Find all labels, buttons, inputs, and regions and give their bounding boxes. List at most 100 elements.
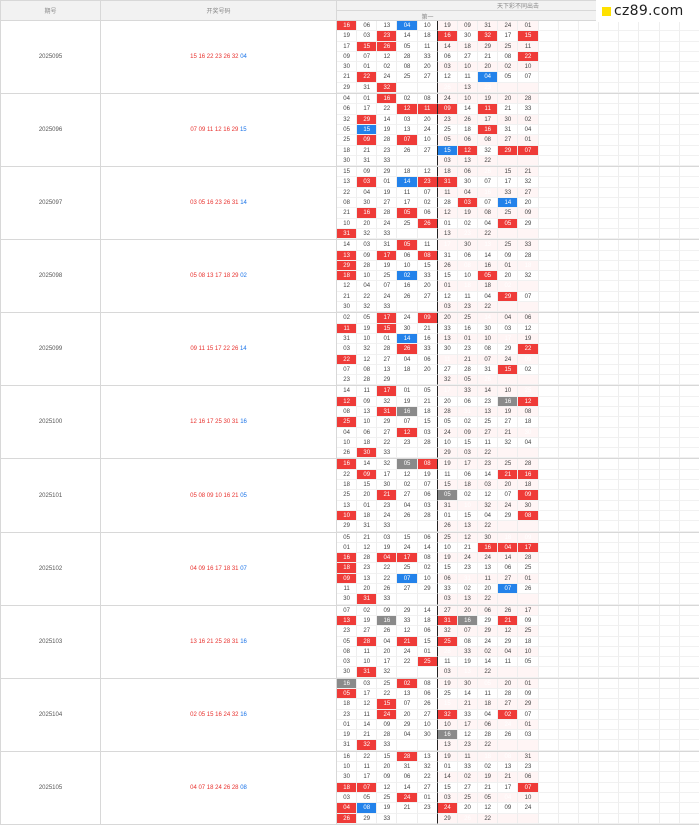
grid-number [619, 427, 640, 438]
grid-number: 09 [357, 396, 378, 407]
grid-number: 26 [377, 626, 398, 637]
grid-number: 19 [437, 678, 458, 689]
grid-number: 13 [437, 333, 458, 345]
grid-number [599, 62, 620, 73]
grid-number: 03 [437, 667, 458, 678]
grid-number: 22 [478, 813, 499, 824]
grid-number: 26 [518, 584, 539, 595]
grid-number [599, 772, 620, 783]
grid-number: 01 [457, 333, 479, 345]
grid-number: 14 [397, 177, 418, 188]
grid-number [679, 167, 699, 178]
grid-number [599, 437, 620, 449]
grid-number [659, 792, 680, 804]
grid-number [619, 626, 640, 637]
grid-number: 14 [498, 198, 519, 209]
grid-number: 12 [457, 532, 479, 543]
grid-number [538, 313, 559, 324]
table-row: 2025095 15 16 22 23 26 32 04 16 06 13 04 10 19 0… [0, 19, 699, 95]
grid-number [538, 124, 559, 136]
grid-number [679, 500, 699, 511]
grid-number [619, 448, 640, 459]
grid-number: 33 [377, 155, 398, 167]
grid-number: 01 [377, 177, 398, 188]
grid-number: 26 [377, 584, 398, 595]
grid-number: 17 [357, 772, 378, 783]
grid-number: 06 [518, 313, 539, 324]
grid-number [639, 344, 660, 355]
grid-number [538, 553, 559, 564]
grid-number: 09 [498, 803, 519, 814]
grid-number: 29 [337, 260, 358, 272]
grid-number: 01 [357, 94, 378, 105]
grid-number: 13 [377, 21, 398, 32]
grid-number: 21 [478, 782, 499, 793]
grid-number [558, 323, 579, 334]
grid-number [558, 354, 579, 365]
grid-number [558, 762, 579, 773]
grid-number [417, 594, 438, 605]
grid-number [498, 82, 519, 94]
grid-number [578, 281, 600, 292]
grid-number: 06 [417, 208, 438, 219]
grid-number [659, 740, 680, 751]
grid-number [538, 21, 559, 32]
grid-number [679, 135, 699, 146]
grid-number: 26 [498, 730, 519, 741]
grid-number: 15 [337, 167, 358, 178]
grid-number: 01 [357, 500, 378, 511]
grid-number: 32 [498, 437, 519, 449]
grid-number: 04 [478, 709, 499, 720]
grid-number: 16 [457, 323, 479, 334]
grid-number [518, 155, 539, 167]
grid-number: 11 [437, 354, 458, 365]
grid-number: 05 [357, 313, 378, 324]
grid-number: 23 [518, 762, 539, 773]
grid-number [578, 250, 600, 261]
grid-number: 18 [478, 281, 499, 292]
grid-number: 30 [478, 323, 499, 334]
grid-number: 06 [498, 563, 519, 574]
grid-number: 33 [457, 646, 479, 658]
grid-number: 17 [397, 198, 418, 209]
grid-number [397, 521, 418, 532]
grid-number: 03 [397, 114, 418, 125]
number-grid-cell: 04 01 16 02 08 24 10 19 20 28 06 17 22 12 11 09 14 11 21 33… [336, 93, 699, 168]
grid-number: 28 [357, 260, 378, 272]
grid-number: 25 [498, 240, 519, 251]
grid-number [679, 271, 699, 282]
red-balls: 15 16 22 23 26 32 [190, 54, 239, 61]
grid-number: 24 [437, 94, 458, 105]
grid-number: 33 [457, 709, 479, 720]
grid-number: 10 [337, 510, 358, 522]
grid-number: 21 [397, 636, 418, 647]
grid-number: 25 [437, 532, 458, 543]
grid-number: 26 [397, 145, 418, 156]
grid-number [599, 500, 620, 511]
grid-number: 03 [437, 594, 458, 605]
grid-number: 22 [377, 573, 398, 585]
grid-number: 01 [518, 135, 539, 146]
period-column-header: 期号 [0, 0, 101, 21]
grid-number [659, 782, 680, 793]
grid-number [639, 772, 660, 783]
grid-number: 22 [337, 469, 358, 481]
grid-number: 09 [518, 490, 539, 501]
grid-number [659, 646, 680, 658]
grid-number [639, 594, 660, 605]
grid-number: 18 [417, 31, 438, 42]
grid-number: 15 [417, 417, 438, 428]
grid-number [558, 740, 579, 751]
grid-number [619, 699, 640, 710]
grid-number [679, 375, 699, 386]
grid-number [599, 94, 620, 105]
grid-number [558, 396, 579, 407]
grid-number [558, 344, 579, 355]
grid-number: 12 [457, 730, 479, 741]
grid-number: 26 [377, 41, 398, 52]
grid-number [538, 291, 559, 303]
grid-number: 16 [377, 615, 398, 627]
grid-number: 30 [337, 594, 358, 605]
draw-numbers-cell: 05 08 09 10 16 21 05 [100, 458, 337, 533]
grid-number: 28 [357, 636, 378, 647]
